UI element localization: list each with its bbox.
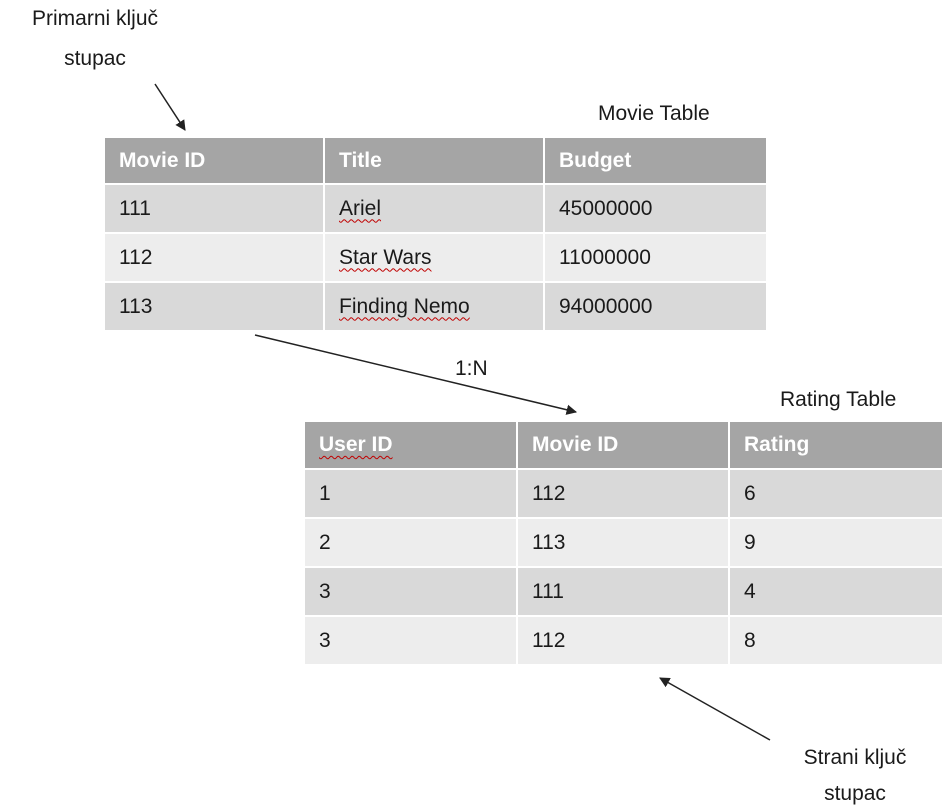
cell-text: Title (339, 148, 382, 172)
cell-text: Ariel (339, 196, 382, 220)
table-cell: 111 (105, 185, 325, 234)
table-cell: Movie ID (518, 422, 730, 470)
label-line: Strani ključ (803, 746, 907, 769)
cell-text: 112 (532, 481, 566, 505)
cell-text: 111 (119, 196, 151, 220)
arrow (254, 334, 578, 415)
table-cell: 112 (105, 234, 325, 283)
table-cell: Rating (730, 422, 942, 470)
cell-text: 9 (744, 530, 756, 554)
label-line: stupac (64, 47, 126, 70)
table-cell: 2 (305, 519, 518, 568)
cell-text: Rating (744, 433, 810, 456)
cell-text: 6 (744, 481, 756, 505)
table-cell: 8 (730, 617, 942, 666)
cell-text: Star Wars (339, 245, 432, 269)
table-cell: Budget (545, 138, 768, 185)
table-cell: 3 (305, 617, 518, 666)
cell-text: Movie ID (532, 433, 619, 456)
table-cell: 4 (730, 568, 942, 617)
table-cell: 111 (518, 568, 730, 617)
table-cell: 113 (105, 283, 325, 332)
table-cell: Finding Nemo (325, 283, 545, 332)
cell-text: 113 (532, 530, 566, 554)
table-cell: Star Wars (325, 234, 545, 283)
cell-text: 2 (319, 530, 331, 554)
arrow (154, 83, 186, 131)
table-cell: User ID (305, 422, 518, 470)
cell-text: 113 (119, 294, 153, 318)
cell-text: 1 (319, 481, 331, 505)
cell-text: 3 (319, 628, 331, 652)
cell-text: User ID (319, 433, 393, 456)
relation-label: 1:N (455, 357, 488, 380)
label-line: Primarni ključ (31, 7, 159, 30)
table-cell: 94000000 (545, 283, 768, 332)
cell-text: 111 (532, 579, 564, 603)
table-cell: 9 (730, 519, 942, 568)
table-cell: Movie ID (105, 138, 325, 185)
table-cell: Title (325, 138, 545, 185)
table-cell: 1 (305, 470, 518, 519)
arrow (659, 677, 771, 741)
cell-text: 94000000 (559, 294, 653, 318)
table-cell: Ariel (325, 185, 545, 234)
cell-text: 112 (119, 245, 153, 269)
label-line: stupac (824, 782, 886, 805)
table-cell: 112 (518, 470, 730, 519)
table-title: Rating Table (780, 388, 897, 411)
table-title: Movie Table (598, 102, 710, 125)
table-cell: 3 (305, 568, 518, 617)
cell-text: Movie ID (119, 148, 206, 172)
cell-text: 4 (744, 579, 756, 603)
cell-text: 8 (744, 628, 756, 652)
foreign-key-label: Strani ključ stupac (770, 745, 940, 807)
primary-key-label: Primarni ključ stupac (0, 6, 190, 72)
table-cell: 113 (518, 519, 730, 568)
cell-text: 45000000 (559, 196, 653, 220)
cell-text: Finding Nemo (339, 294, 470, 318)
cell-text: 11000000 (559, 245, 651, 269)
cell-text: Budget (559, 148, 632, 172)
table-cell: 6 (730, 470, 942, 519)
table-cell: 112 (518, 617, 730, 666)
cell-text: 3 (319, 579, 331, 603)
table-cell: 45000000 (545, 185, 768, 234)
cell-text: 112 (532, 628, 566, 652)
table-cell: 11000000 (545, 234, 768, 283)
